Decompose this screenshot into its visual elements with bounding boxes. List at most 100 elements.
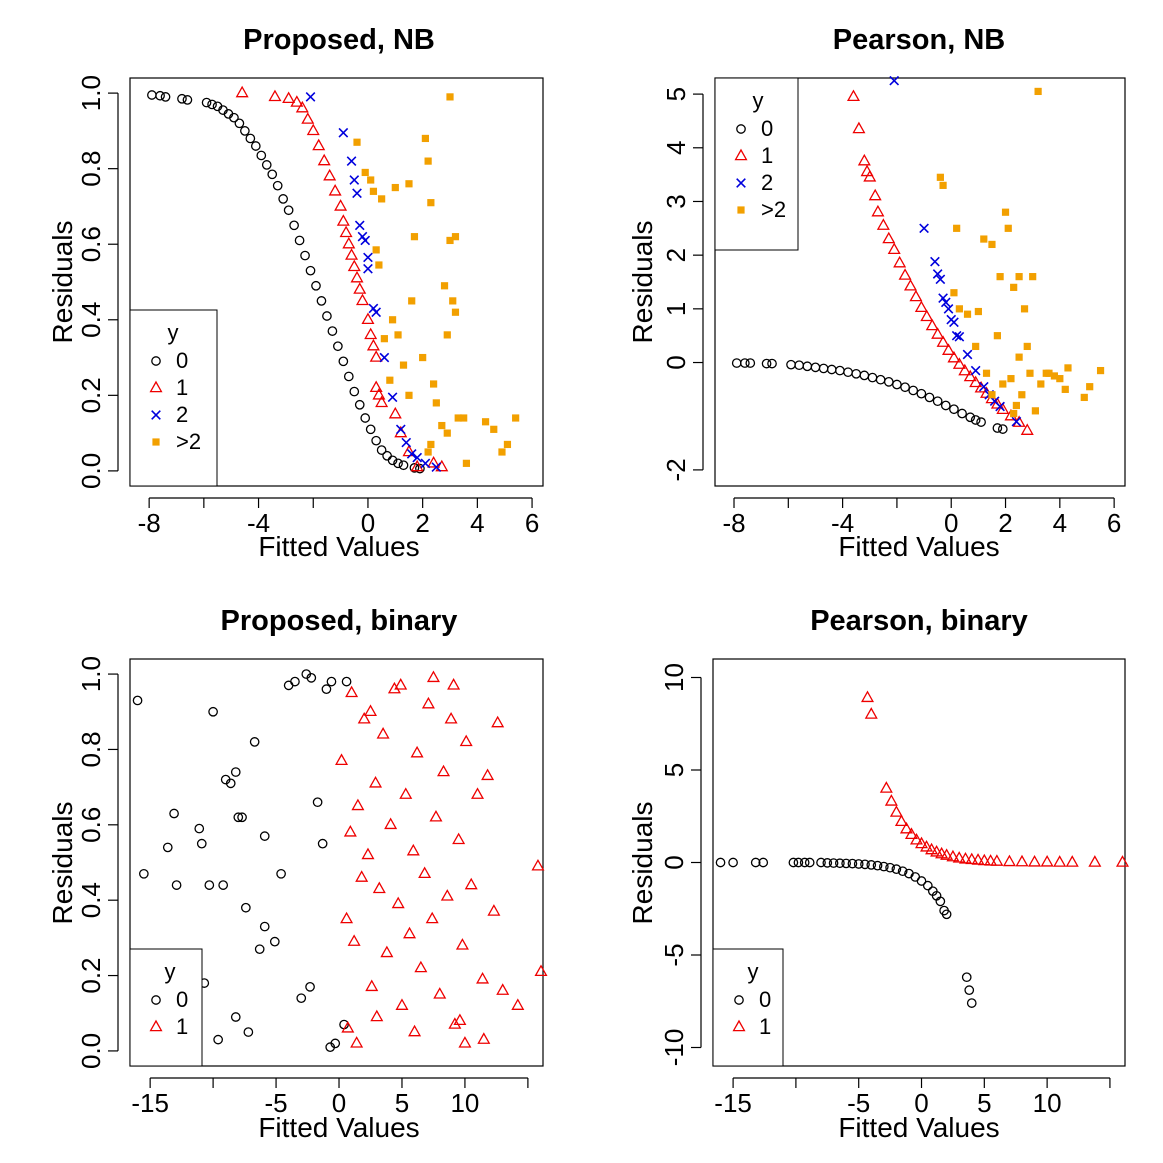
legend-label: 2 — [176, 402, 188, 427]
data-point — [1004, 224, 1012, 232]
panel-title: Pearson, binary — [810, 605, 1028, 637]
legend-label: 0 — [176, 348, 188, 373]
legend-item-0: 0 — [151, 987, 188, 1012]
x-tick-label: -4 — [247, 508, 270, 538]
data-point — [196, 838, 207, 849]
data-point — [259, 921, 270, 932]
data-point — [425, 911, 439, 924]
legend: y 012>2 — [714, 77, 799, 251]
data-point — [296, 993, 307, 1004]
y-tick-label: 0.2 — [76, 957, 106, 993]
data-point — [799, 857, 810, 868]
data-point — [794, 360, 805, 371]
data-point — [1015, 273, 1023, 281]
data-point — [162, 842, 173, 853]
x-tick-label: -5 — [264, 1088, 287, 1118]
data-point — [317, 838, 328, 849]
scatter-points — [731, 75, 1105, 435]
series-y-1 — [860, 690, 1129, 867]
data-point — [386, 376, 394, 384]
data-point — [364, 327, 378, 340]
y-tick-label: 5 — [659, 763, 689, 777]
data-point — [941, 909, 952, 920]
legend-box — [712, 948, 784, 1067]
data-point — [810, 362, 821, 373]
data-point — [984, 854, 998, 866]
data-point — [339, 225, 353, 238]
data-point — [511, 998, 525, 1010]
data-point — [372, 246, 380, 254]
data-point — [952, 357, 966, 369]
legend-marker — [151, 995, 161, 1005]
data-point — [487, 904, 501, 916]
data-point — [341, 1020, 355, 1033]
legend-item-1: 1 — [734, 143, 773, 168]
series-y-0 — [715, 857, 977, 1008]
data-point — [835, 365, 845, 376]
data-point — [295, 100, 309, 113]
data-point — [822, 858, 833, 868]
series-y-gt2 — [353, 93, 520, 467]
data-point — [201, 97, 212, 108]
data-point — [261, 160, 272, 170]
data-point — [965, 412, 976, 423]
data-point — [343, 371, 354, 382]
data-point — [340, 911, 354, 924]
data-point — [327, 326, 338, 336]
y-tick-label: 0 — [661, 355, 691, 369]
data-point — [476, 971, 490, 984]
data-point — [321, 684, 332, 694]
data-point — [410, 233, 419, 241]
data-point — [889, 75, 900, 86]
data-point — [897, 866, 908, 877]
data-point — [433, 987, 447, 999]
y-axis: -2 0 1 2 3 4 5 — [661, 87, 704, 481]
data-point — [970, 365, 981, 376]
data-point — [982, 369, 991, 377]
series-y-2 — [889, 75, 1022, 427]
y-tick-label: 4 — [661, 141, 691, 155]
data-point — [980, 235, 988, 243]
data-point — [1037, 380, 1045, 388]
data-point — [395, 998, 409, 1010]
data-point — [1080, 393, 1088, 402]
data-point — [841, 858, 851, 869]
y-tick-label: 0.0 — [76, 1033, 106, 1069]
data-point — [218, 880, 229, 890]
data-point — [398, 460, 409, 471]
data-point — [378, 195, 386, 203]
data-point — [1011, 416, 1022, 427]
legend-marker — [734, 148, 748, 161]
data-point — [343, 825, 357, 837]
data-point — [387, 455, 398, 466]
data-point — [155, 90, 165, 101]
x-axis-label: Fitted Values — [258, 1112, 419, 1143]
x-tick-label: 5 — [395, 1088, 409, 1118]
data-point — [788, 857, 799, 868]
data-point — [372, 881, 386, 894]
data-point — [1020, 423, 1034, 435]
data-point — [931, 327, 945, 339]
data-point — [481, 418, 490, 426]
data-point — [322, 311, 332, 321]
data-point — [290, 95, 304, 107]
data-point — [438, 421, 446, 430]
data-point — [464, 877, 478, 890]
data-point — [958, 363, 972, 376]
data-point — [435, 459, 449, 472]
data-point — [388, 406, 402, 419]
data-point — [267, 169, 278, 180]
data-point — [363, 263, 373, 274]
data-point — [391, 183, 399, 192]
data-point — [909, 832, 923, 845]
data-point — [935, 274, 946, 285]
y-tick-label: -5 — [659, 943, 689, 966]
legend-box — [129, 948, 203, 1067]
data-point — [1023, 342, 1031, 351]
data-point — [947, 350, 961, 363]
data-point — [278, 194, 289, 204]
data-point — [182, 95, 193, 105]
legend-label: 1 — [176, 1014, 188, 1039]
data-point — [335, 753, 349, 765]
data-point — [949, 404, 959, 415]
